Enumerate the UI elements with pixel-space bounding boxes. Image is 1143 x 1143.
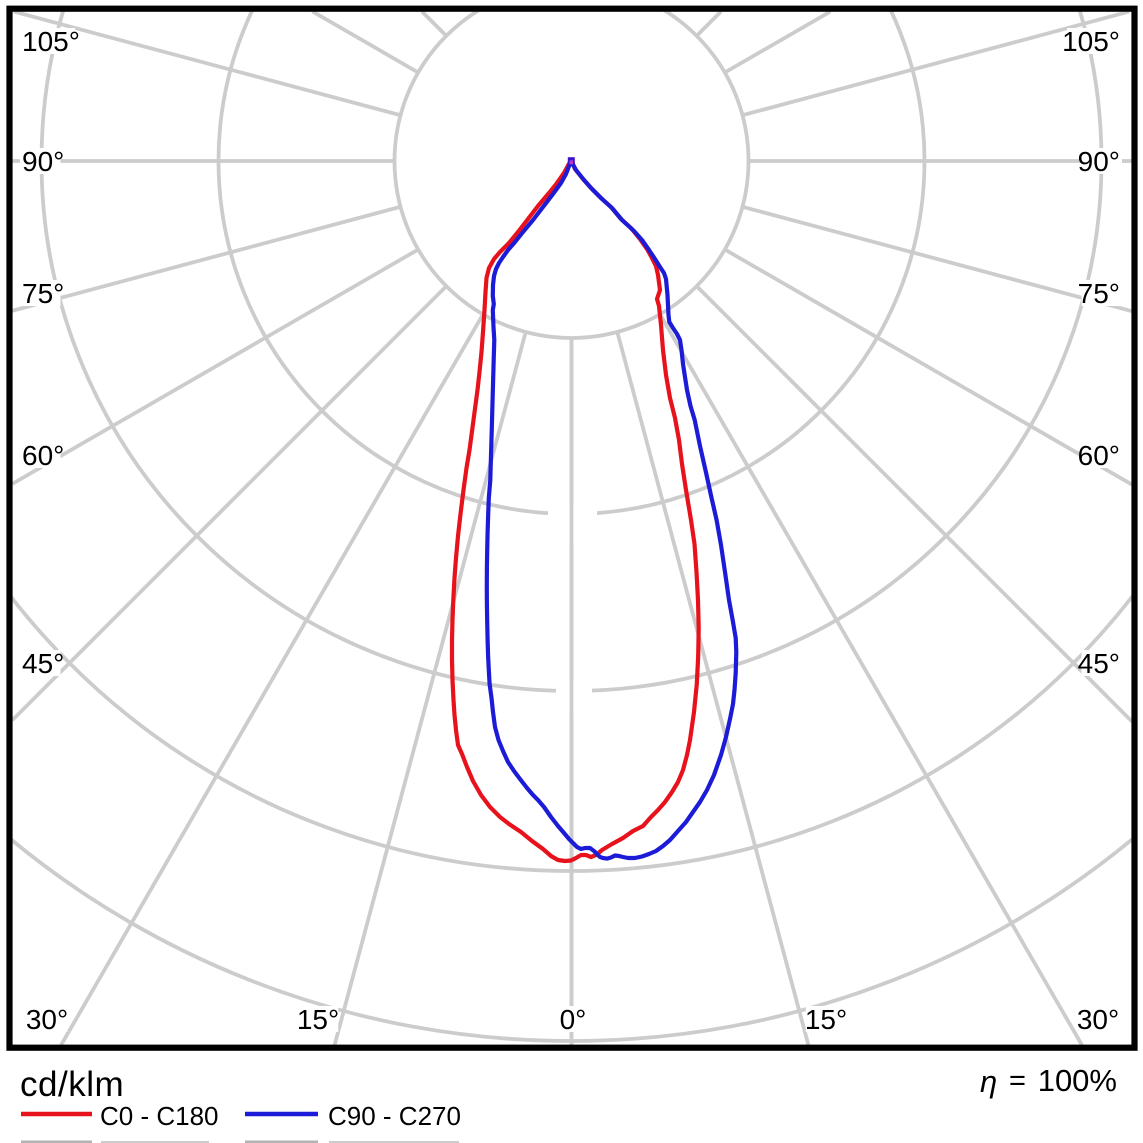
svg-text:105°: 105°	[22, 26, 80, 57]
svg-text:15°: 15°	[805, 1004, 847, 1035]
svg-text:75°: 75°	[22, 278, 64, 309]
svg-text:30°: 30°	[1077, 1004, 1119, 1035]
svg-text:=: =	[1009, 1065, 1026, 1097]
svg-text:30°: 30°	[26, 1004, 68, 1035]
svg-text:60°: 60°	[1078, 440, 1120, 471]
svg-text:60°: 60°	[22, 440, 64, 471]
svg-text:90°: 90°	[22, 146, 64, 177]
svg-text:105°: 105°	[1062, 26, 1120, 57]
svg-text:0°: 0°	[560, 1004, 587, 1035]
svg-text:15°: 15°	[297, 1004, 339, 1035]
svg-text:cd/klm: cd/klm	[20, 1065, 124, 1104]
svg-text:75°: 75°	[1078, 278, 1120, 309]
svg-text:η: η	[980, 1064, 997, 1099]
svg-text:90°: 90°	[1078, 146, 1120, 177]
svg-text:C0 - C180: C0 - C180	[100, 1101, 219, 1131]
svg-text:45°: 45°	[1078, 648, 1120, 679]
svg-text:45°: 45°	[22, 648, 64, 679]
svg-text:100%: 100%	[1038, 1063, 1117, 1098]
svg-text:C90 - C270: C90 - C270	[328, 1101, 461, 1131]
